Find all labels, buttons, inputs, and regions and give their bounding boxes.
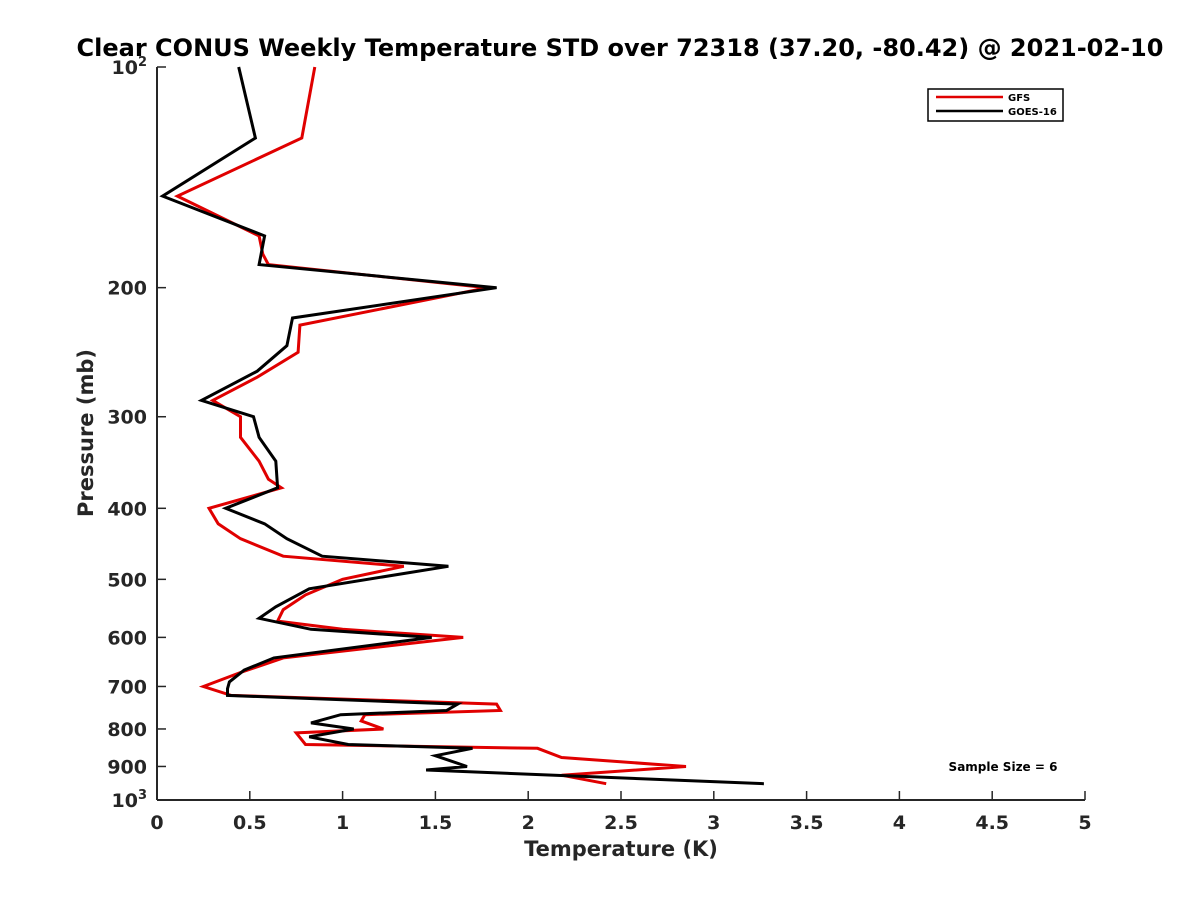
series-line-goes-16 [159, 66, 764, 786]
x-tick-label: 2.5 [604, 812, 638, 834]
y-tick-label: 400 [107, 498, 147, 520]
y-tick-label: 500 [107, 569, 147, 591]
y-tick-label: 200 [107, 278, 147, 300]
x-tick-label: 4 [893, 812, 906, 834]
y-tick-base: 10 [112, 790, 138, 812]
chart-title: Clear CONUS Weekly Temperature STD over … [77, 34, 1164, 62]
sample-size-annotation: Sample Size = 6 [949, 760, 1058, 774]
legend: GFS GOES-16 [927, 88, 1064, 122]
x-tick-label: 5 [1078, 812, 1091, 834]
x-tick-label: 3 [707, 812, 720, 834]
y-tick-base: 10 [112, 57, 138, 79]
x-tick-label: 3.5 [790, 812, 824, 834]
y-tick-label: 103 [112, 788, 148, 812]
legend-entry-gfs: GFS [1008, 93, 1030, 104]
x-ticks: 0 0.5 1 1.5 2 2.5 3 3.5 4 4.5 5 [150, 791, 1092, 834]
y-tick-label: 300 [107, 407, 147, 429]
x-tick-label: 4.5 [975, 812, 1009, 834]
x-tick-label: 1.5 [419, 812, 453, 834]
x-tick-label: 0.5 [233, 812, 267, 834]
x-axis-label: Temperature (K) [524, 837, 718, 861]
y-axis-label: Pressure (mb) [74, 349, 98, 517]
x-tick-label: 1 [336, 812, 349, 834]
series-layer [159, 66, 764, 786]
legend-entry-goes-16: GOES-16 [1008, 107, 1057, 118]
y-tick-exponent: 3 [138, 788, 147, 803]
series-line-gfs [173, 66, 687, 786]
y-tick-label: 102 [112, 55, 148, 79]
y-tick-label: 800 [107, 719, 147, 741]
y-tick-label: 600 [107, 627, 147, 649]
y-tick-exponent: 2 [138, 55, 147, 70]
y-tick-label: 900 [107, 756, 147, 778]
y-tick-label: 700 [107, 676, 147, 698]
x-tick-label: 2 [522, 812, 535, 834]
legend-box [927, 88, 1064, 122]
x-tick-label: 0 [150, 812, 163, 834]
